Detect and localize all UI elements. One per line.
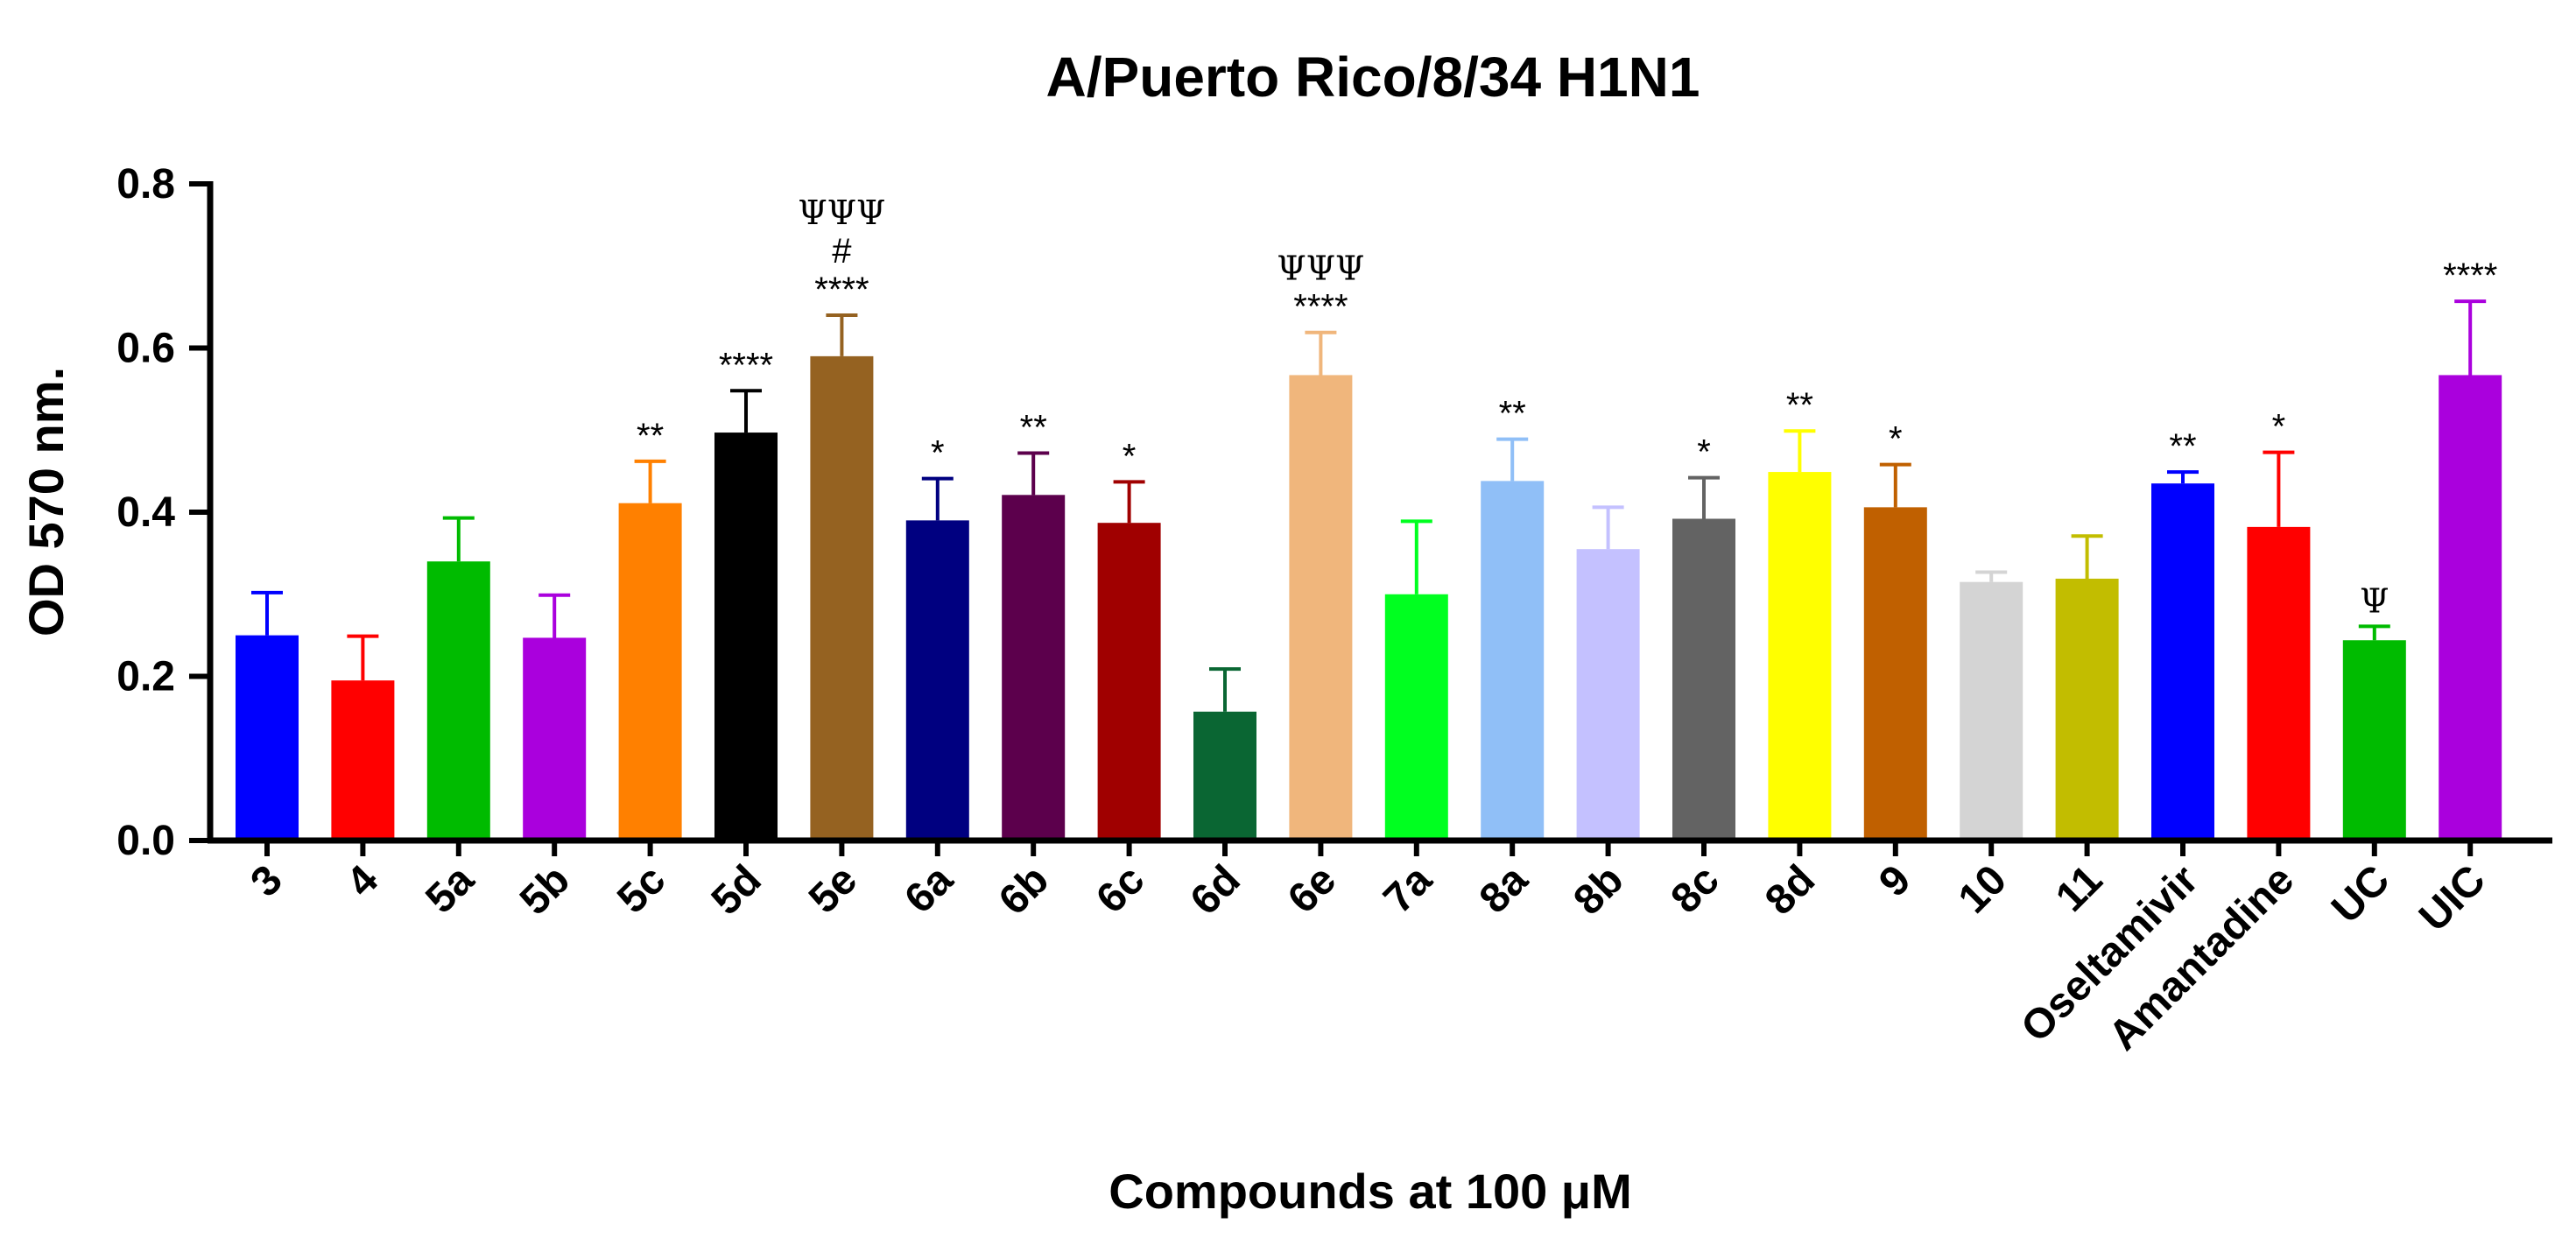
x-tick-label-8a: 8a — [1471, 856, 1537, 922]
bar-6d — [1193, 711, 1256, 841]
bar-UIC — [2439, 375, 2502, 841]
x-tick-label-6b: 6b — [990, 856, 1058, 924]
bar-UC — [2342, 640, 2406, 841]
x-tick-label-5e: 5e — [800, 856, 866, 922]
y-tick-label-0.2: 0.2 — [116, 654, 175, 700]
annotation-6b-0: ** — [1020, 409, 1047, 447]
bar-Amantadine — [2247, 526, 2311, 841]
annotation-Amantadine-0: * — [2272, 408, 2286, 447]
bar-8a — [1481, 481, 1545, 841]
x-axis-label: Compounds at 100 μM — [1109, 1164, 1631, 1219]
x-tick-label-9: 9 — [1870, 856, 1919, 905]
x-tick-label-4: 4 — [338, 856, 388, 906]
x-tick-label-UIC: UIC — [2411, 856, 2495, 940]
bar-6a — [905, 520, 969, 841]
x-tick-label-8c: 8c — [1663, 856, 1728, 922]
annotation-5e-1: # — [832, 232, 852, 271]
bar-7a — [1384, 594, 1448, 841]
y-axis-label: OD 570 nm. — [18, 367, 74, 637]
bar-6b — [1002, 495, 1066, 841]
annotation-6e-0: **** — [1293, 288, 1348, 327]
x-tick-label-5a: 5a — [417, 856, 482, 922]
annotation-5d-0: **** — [719, 346, 773, 384]
bar-5c — [618, 503, 682, 841]
x-tick-label-3: 3 — [242, 856, 291, 905]
annotation-6e-1: ΨΨΨ — [1277, 250, 1364, 288]
x-categories: 3 4 5a 5b 5c 5d 5e 6a 6b 6c 6d 6e 7a 8a 8b 8c 8d 9 10 11Ose… — [242, 841, 2495, 1059]
x-tick-label-10: 10 — [1950, 856, 2016, 922]
x-tick-label-6e: 6e — [1279, 856, 1345, 922]
x-tick-label-8d: 8d — [1756, 856, 1824, 924]
annotation-9-0: * — [1889, 420, 1903, 459]
x-tick-label-8b: 8b — [1565, 856, 1632, 924]
bar-5a — [426, 561, 490, 841]
x-tick-label-5c: 5c — [609, 856, 674, 922]
y-tick-label-0.8: 0.8 — [116, 161, 175, 208]
annotation-Oseltamivir-0: ** — [2169, 427, 2196, 466]
bar-3 — [236, 635, 299, 841]
x-tick-label-5b: 5b — [511, 856, 579, 924]
bar-8b — [1576, 549, 1640, 841]
annotation-8c-0: * — [1697, 433, 1711, 472]
x-tick-label-11: 11 — [2047, 856, 2111, 920]
annotation-6a-0: * — [931, 434, 945, 473]
bar-10 — [1960, 581, 2023, 841]
bar-5d — [714, 433, 778, 841]
y-tick-label-0.0: 0.0 — [116, 818, 175, 864]
x-tick-label-7a: 7a — [1375, 856, 1440, 922]
bar-6e — [1289, 375, 1353, 841]
x-tick-label-6a: 6a — [896, 856, 961, 922]
bar-5e — [810, 355, 874, 841]
bar-4 — [331, 680, 395, 841]
bar-6c — [1097, 523, 1161, 841]
bar-11 — [2055, 578, 2119, 841]
chart-title: A/Puerto Rico/8/34 H1N1 — [1046, 46, 1700, 109]
x-tick-label-6c: 6c — [1087, 856, 1153, 922]
bar-Oseltamivir — [2151, 483, 2214, 841]
x-tick-label-6d: 6d — [1182, 856, 1249, 924]
annotation-UIC-0: **** — [2443, 257, 2497, 295]
bar-9 — [1863, 507, 1927, 841]
annotation-8a-0: ** — [1499, 395, 1526, 433]
annotation-UC-0: Ψ — [2360, 581, 2389, 620]
annotation-6c-0: * — [1123, 437, 1137, 475]
annotation-5e-0: **** — [814, 271, 869, 309]
annotation-5e-2: ΨΨΨ — [798, 193, 885, 232]
significance-annotations: **********#ΨΨΨ********ΨΨΨ****** ***Ψ**** — [637, 193, 2497, 620]
bars-layer — [236, 355, 2502, 841]
bar-8d — [1768, 472, 1832, 841]
bar-8c — [1672, 518, 1735, 841]
bar-5b — [523, 637, 587, 841]
x-tick-label-UC: UC — [2323, 856, 2398, 932]
error-bars-layer — [251, 299, 2487, 712]
y-tick-label-0.6: 0.6 — [116, 326, 175, 372]
annotation-8d-0: ** — [1786, 386, 1813, 425]
annotation-5c-0: ** — [637, 417, 664, 455]
y-tick-label-0.4: 0.4 — [116, 489, 175, 536]
x-tick-label-5d: 5d — [703, 856, 771, 924]
y-ticks: 0.0 0.2 0.4 0.6 0.8 — [116, 161, 210, 864]
